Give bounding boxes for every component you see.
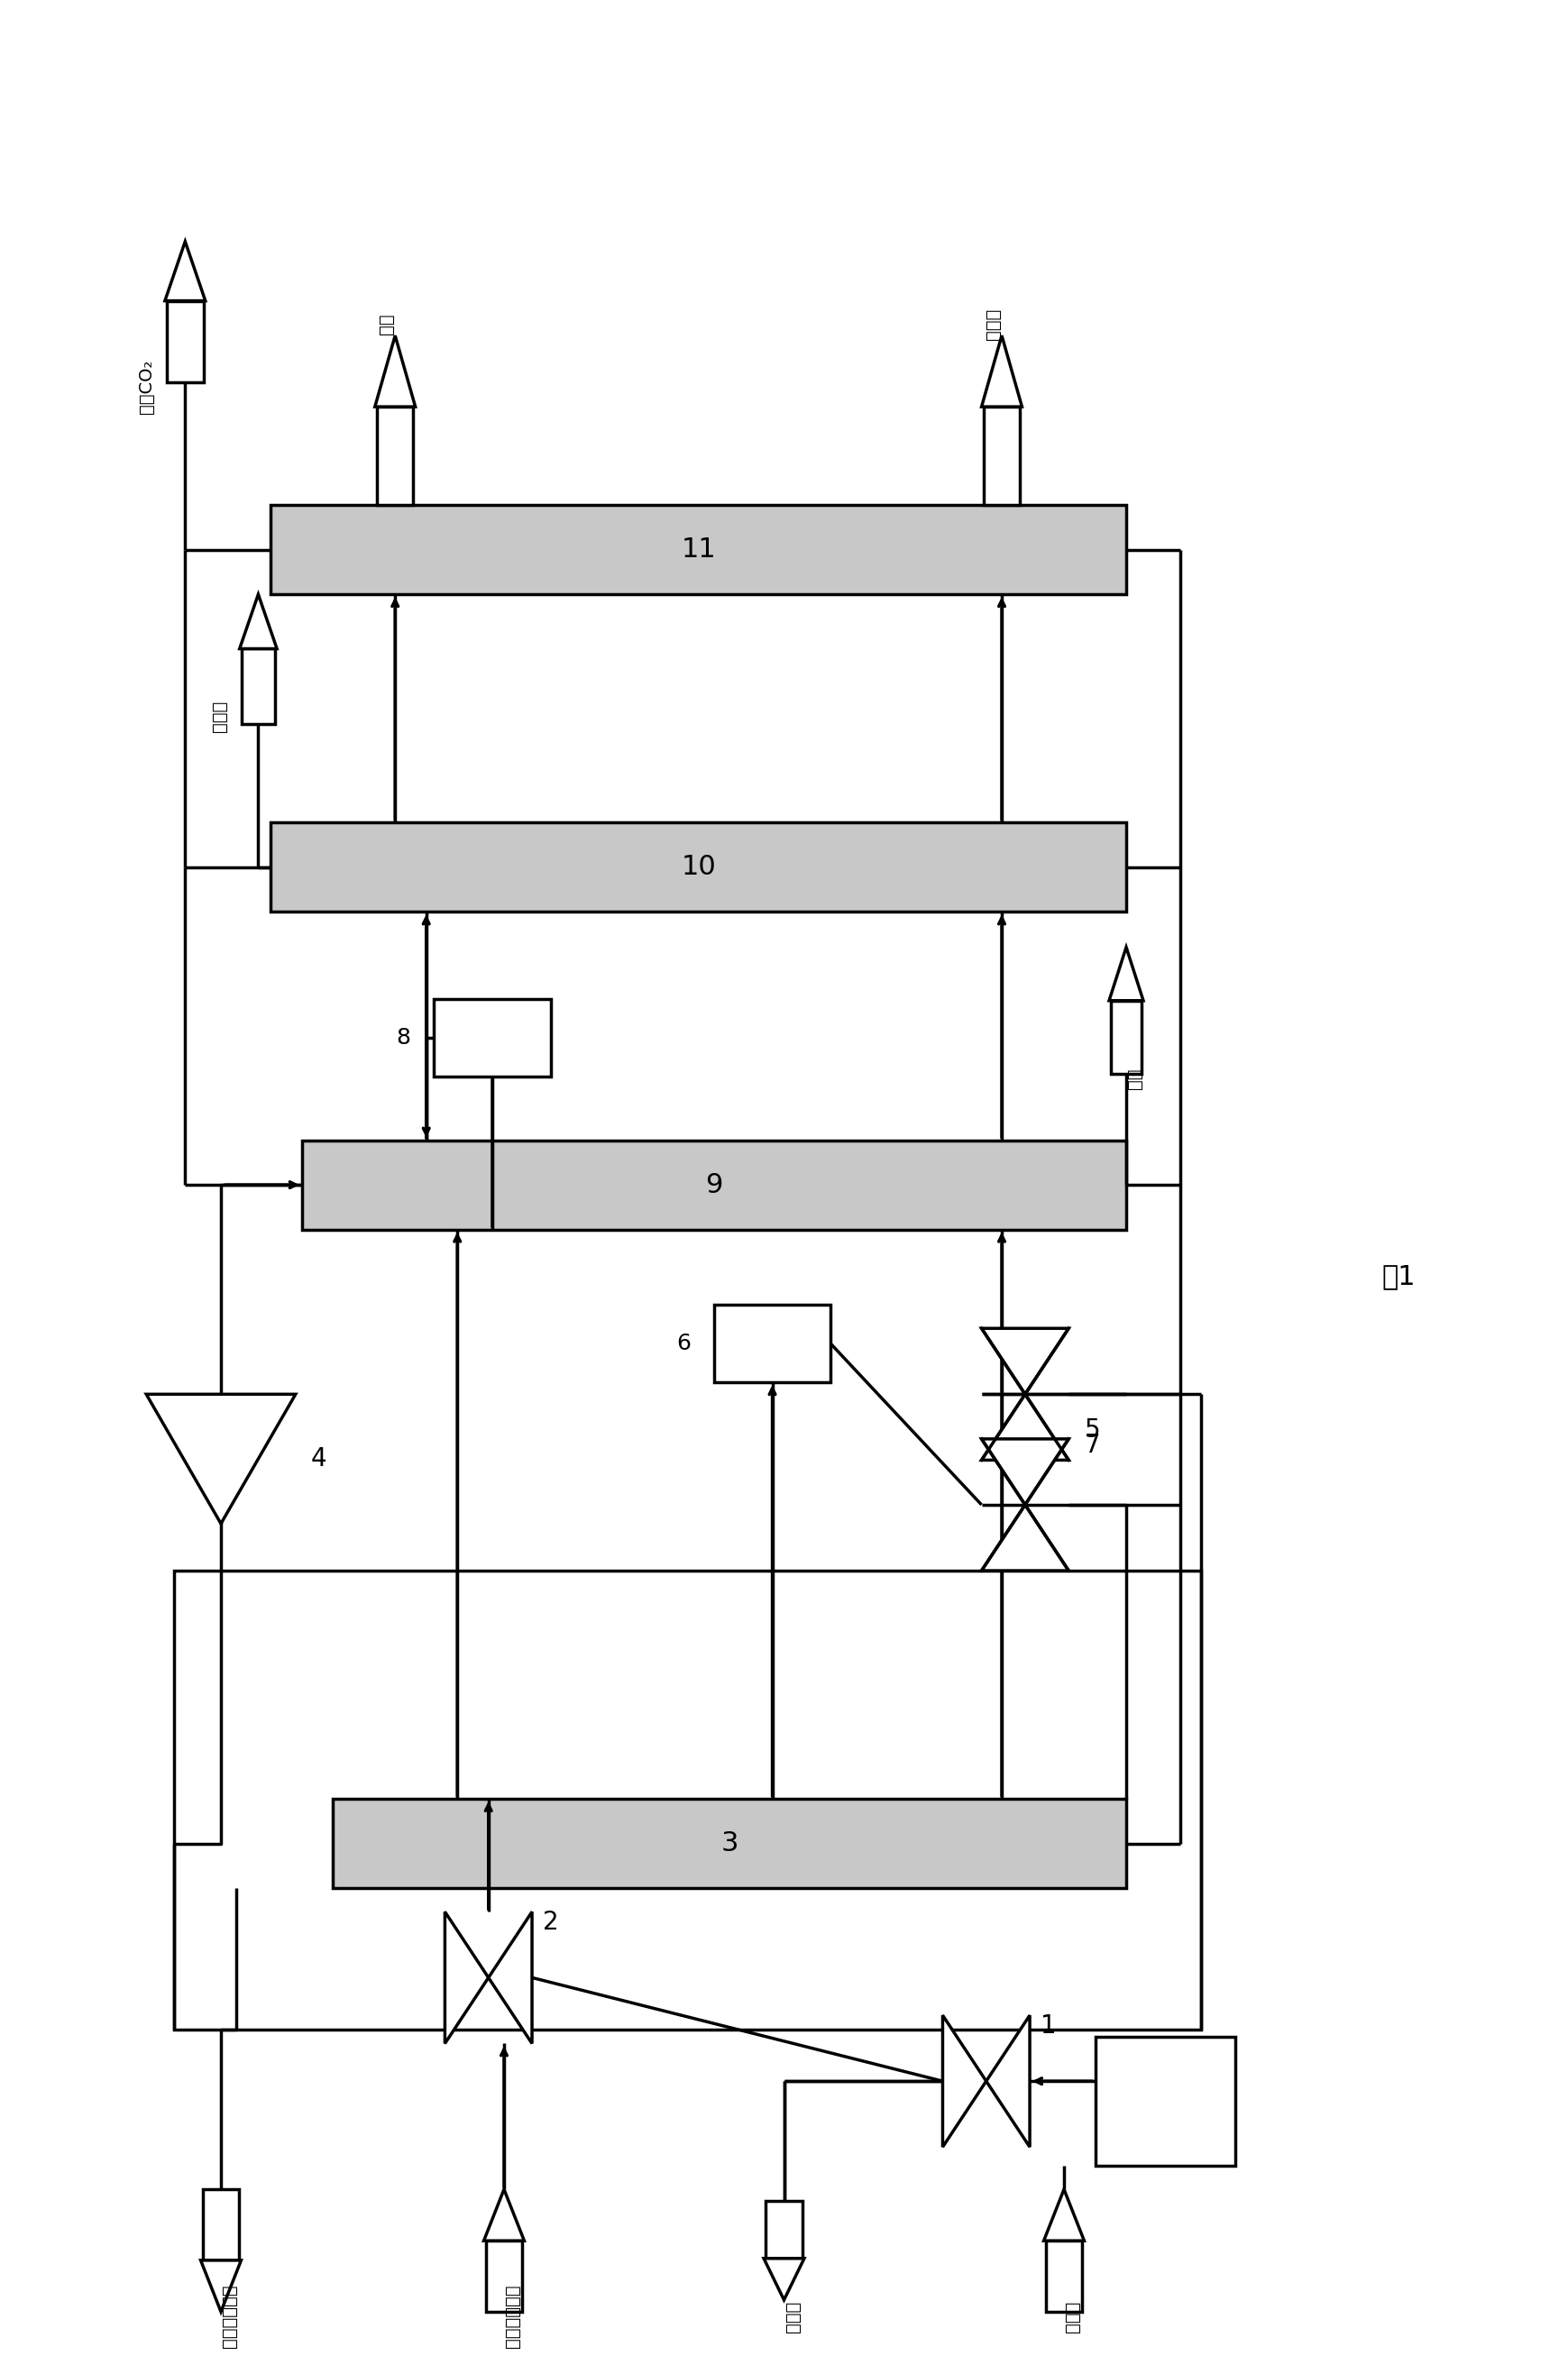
Polygon shape [982,1329,1069,1395]
Text: 图1: 图1 [1381,1263,1416,1289]
Bar [1094,2036,1236,2166]
Polygon shape [1044,2190,1083,2240]
Polygon shape [201,2261,241,2311]
Bar [271,506,1126,594]
Bar [271,823,1126,913]
Text: 1: 1 [1041,2013,1057,2039]
Bar [713,1305,831,1384]
Text: 10: 10 [681,854,717,880]
Polygon shape [982,336,1022,407]
Polygon shape [445,1911,489,2043]
Text: 净化气: 净化气 [784,2301,801,2332]
Bar [174,1570,1201,2029]
Text: 去储罐吸收剂: 去储罐吸收剂 [221,2285,238,2348]
Bar [301,1140,1126,1230]
Text: 尾气: 尾气 [378,312,395,333]
Polygon shape [982,1438,1069,1504]
Polygon shape [241,648,274,724]
Text: 回收CO₂: 回收CO₂ [138,359,155,414]
Text: 洗涤水: 洗涤水 [210,700,227,733]
Text: 3: 3 [721,1831,739,1857]
Polygon shape [986,2015,1030,2147]
Polygon shape [764,2259,804,2299]
Polygon shape [1046,2240,1082,2311]
Polygon shape [375,336,416,407]
Text: 6: 6 [676,1334,690,1355]
Polygon shape [765,2202,803,2259]
Text: 9: 9 [706,1171,723,1199]
Text: 去回收: 去回收 [985,307,1002,341]
Text: 5: 5 [1083,1417,1101,1443]
Polygon shape [146,1395,296,1523]
Polygon shape [982,1504,1069,1570]
Polygon shape [166,300,204,383]
Polygon shape [376,407,414,506]
Text: 8: 8 [397,1026,411,1048]
Polygon shape [942,2015,986,2147]
Text: 2: 2 [543,1911,558,1935]
Polygon shape [485,2190,524,2240]
Polygon shape [165,241,205,300]
Bar [434,998,550,1076]
Text: 4: 4 [310,1447,328,1471]
Polygon shape [983,407,1019,506]
Polygon shape [1109,948,1143,1000]
Polygon shape [489,1911,532,2043]
Polygon shape [486,2240,522,2311]
Bar [332,1800,1126,1887]
Text: 11: 11 [681,537,717,563]
Polygon shape [202,2190,238,2261]
Text: 7: 7 [1083,1433,1101,1457]
Text: 氮气: 氮气 [1126,1069,1143,1090]
Text: 原料气: 原料气 [1065,2301,1080,2332]
Polygon shape [1110,1000,1142,1074]
Polygon shape [240,594,278,648]
Text: 自储罐吸收剂: 自储罐吸收剂 [503,2285,521,2348]
Polygon shape [982,1395,1069,1459]
